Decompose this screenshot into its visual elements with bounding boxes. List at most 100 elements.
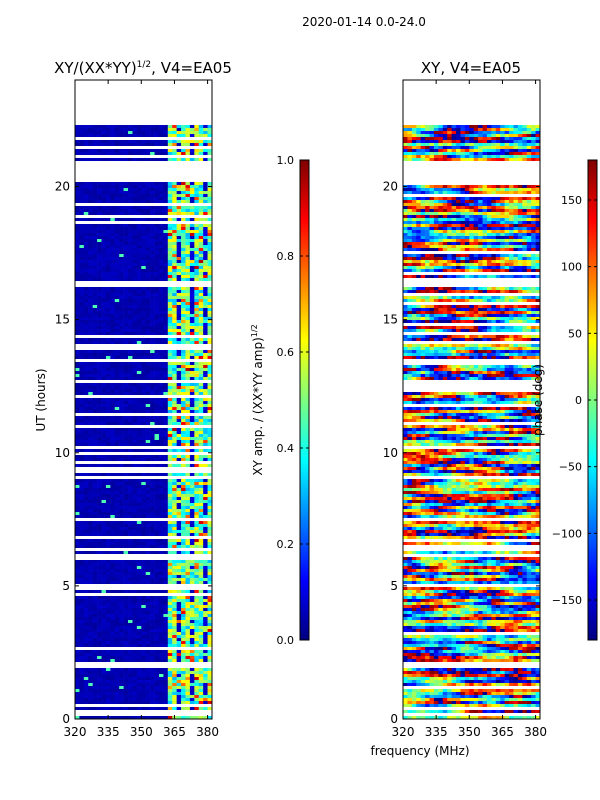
heatmap-cell	[141, 488, 147, 491]
heatmap-cell	[163, 668, 169, 671]
heatmap-cell	[145, 524, 151, 527]
heatmap-cell	[75, 341, 80, 344]
heatmap-cell	[150, 677, 155, 680]
heatmap-cell	[158, 485, 164, 488]
heatmap-cell	[172, 680, 177, 683]
heatmap-cell	[101, 194, 107, 197]
heatmap-cell	[154, 692, 160, 695]
heatmap-cell	[176, 128, 182, 131]
heatmap-cell	[123, 659, 129, 662]
heatmap-cell	[79, 689, 85, 692]
heatmap-cell	[185, 143, 191, 146]
heatmap-cell	[141, 236, 147, 239]
heatmap-cell	[92, 251, 98, 254]
heatmap-cell	[136, 302, 142, 305]
heatmap-cell	[198, 653, 204, 656]
heatmap-cell	[163, 182, 169, 185]
heatmap-cell	[158, 629, 164, 632]
heatmap-cell	[97, 524, 102, 527]
heatmap-cell	[136, 152, 142, 155]
heatmap-cell	[425, 131, 430, 134]
heatmap-cell	[119, 257, 124, 260]
heatmap-cell	[198, 389, 204, 392]
heatmap-cell	[189, 266, 195, 269]
heatmap-cell	[101, 200, 107, 203]
heatmap-cell	[141, 257, 147, 260]
heatmap-cell	[158, 257, 164, 260]
heatmap-cell	[88, 671, 93, 674]
heatmap-cell	[189, 521, 195, 524]
heatmap-cell	[198, 152, 204, 155]
heatmap-cell	[194, 563, 200, 566]
heatmap-cell	[97, 419, 102, 422]
heatmap-cell	[92, 353, 98, 356]
heatmap-cell	[97, 422, 102, 425]
heatmap-cell	[176, 701, 182, 704]
heatmap-cell	[181, 674, 186, 677]
heatmap-cell	[83, 278, 89, 281]
heatmap-cell	[88, 437, 93, 440]
heatmap-cell	[97, 401, 102, 404]
heatmap-cell	[207, 581, 212, 584]
heatmap-cell	[83, 473, 89, 476]
heatmap-cell	[88, 611, 93, 614]
heatmap-cell	[88, 626, 93, 629]
heatmap-cell	[79, 716, 85, 719]
heatmap-cell	[163, 533, 169, 536]
heatmap-cell	[150, 455, 155, 458]
heatmap-cell	[145, 563, 151, 566]
heatmap-cell	[97, 317, 102, 320]
heatmap-cell	[207, 611, 212, 614]
heatmap-cell	[101, 416, 107, 419]
heatmap-cell	[92, 305, 98, 308]
heatmap-cell	[79, 644, 85, 647]
heatmap-cell	[172, 692, 177, 695]
heatmap-cell	[97, 140, 102, 143]
heatmap-cell	[207, 227, 212, 230]
heatmap-cell	[167, 371, 173, 374]
heatmap-cell	[92, 707, 98, 710]
heatmap-cell	[105, 233, 111, 236]
heatmap-cell	[189, 485, 195, 488]
heatmap-cell	[83, 317, 89, 320]
heatmap-cell	[119, 152, 124, 155]
heatmap-cell	[110, 575, 116, 578]
heatmap-cell	[132, 644, 138, 647]
heatmap-cell	[119, 683, 124, 686]
heatmap-cell	[128, 410, 133, 413]
heatmap-cell	[141, 566, 147, 569]
heatmap-cell	[79, 131, 85, 134]
heatmap-cell	[172, 491, 177, 494]
heatmap-cell	[172, 308, 177, 311]
heatmap-cell	[172, 131, 177, 134]
heatmap-cell	[526, 131, 532, 134]
heatmap-cell	[110, 224, 116, 227]
heatmap-cell	[119, 605, 124, 608]
heatmap-cell	[75, 323, 80, 326]
heatmap-cell	[83, 416, 89, 419]
heatmap-cell	[123, 143, 129, 146]
heatmap-cell	[203, 596, 208, 599]
heatmap-cell	[128, 485, 133, 488]
heatmap-cell	[105, 338, 111, 341]
heatmap-cell	[167, 641, 173, 644]
heatmap-cell	[123, 377, 129, 380]
heatmap-cell	[172, 227, 177, 230]
heatmap-cell	[167, 479, 173, 482]
heatmap-cell	[194, 404, 200, 407]
heatmap-cell	[119, 410, 124, 413]
heatmap-cell	[88, 533, 93, 536]
heatmap-cell	[92, 392, 98, 395]
heatmap-cell	[185, 437, 191, 440]
heatmap-cell	[97, 443, 102, 446]
heatmap-cell	[114, 245, 120, 248]
heatmap-cell	[97, 236, 102, 239]
heatmap-cell	[141, 632, 147, 635]
heatmap-cell	[158, 293, 164, 296]
heatmap-cell	[145, 209, 151, 212]
heatmap-cell	[105, 398, 111, 401]
heatmap-cell	[136, 482, 142, 485]
heatmap-cell	[114, 401, 120, 404]
heatmap-cell	[110, 644, 116, 647]
heatmap-cell	[110, 524, 116, 527]
